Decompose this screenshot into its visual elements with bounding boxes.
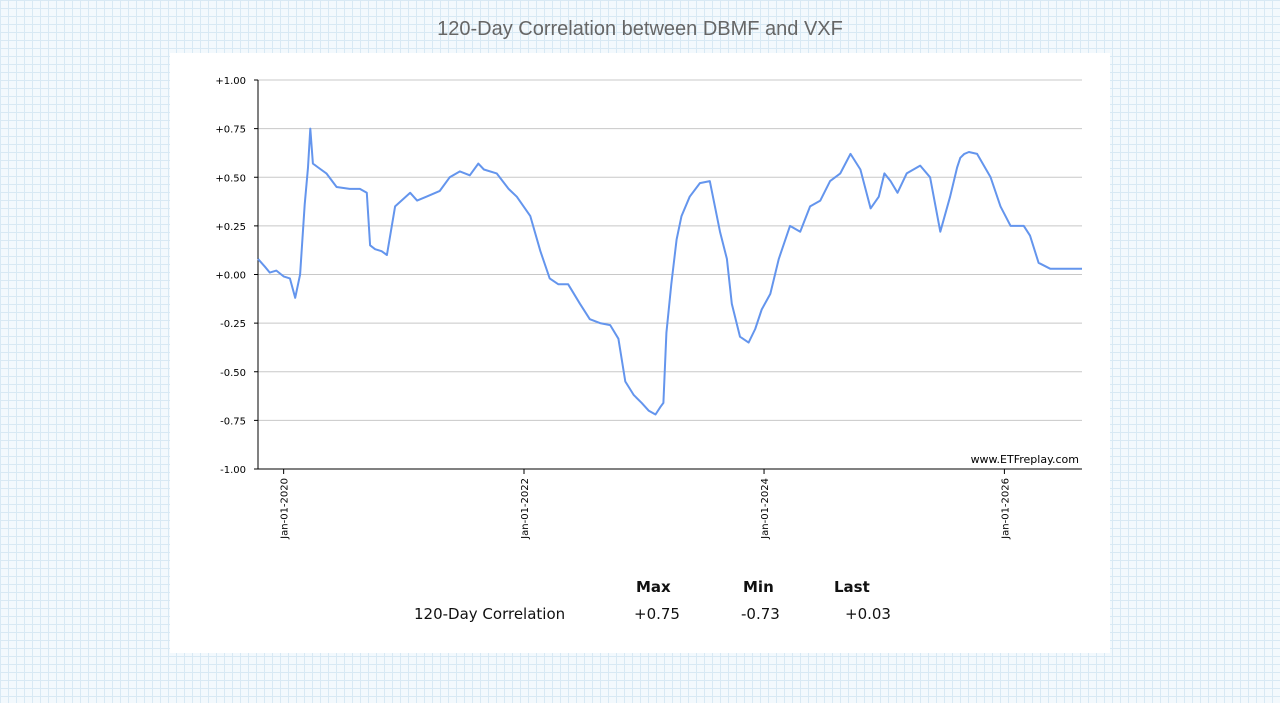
y-axis-ticks: +1.00 +0.75 +0.50 +0.25 +0.00 -0.25 -0.50 -0.75… bbox=[215, 76, 258, 476]
y-tick-label: -0.25 bbox=[220, 319, 246, 330]
grid-lines bbox=[258, 79, 1082, 421]
x-tick-label: Jan-01-2024 bbox=[760, 478, 771, 540]
y-tick-label: -0.50 bbox=[220, 368, 246, 379]
x-tick-label: Jan-01-2022 bbox=[520, 478, 531, 540]
x-tick-label: Jan-01-2020 bbox=[280, 478, 291, 540]
y-tick-label: -1.00 bbox=[220, 465, 246, 476]
credit-label: www.ETFreplay.com bbox=[971, 453, 1079, 466]
chart-title: 120-Day Correlation between DBMF and VXF bbox=[437, 18, 843, 40]
y-tick-label: -0.75 bbox=[220, 416, 246, 427]
y-tick-label: +1.00 bbox=[215, 76, 246, 87]
series-line-correlation bbox=[257, 127, 1082, 416]
y-tick-label: +0.25 bbox=[215, 222, 246, 233]
y-tick-label: +0.75 bbox=[215, 125, 246, 136]
x-tick-label: Jan-01-2026 bbox=[1000, 478, 1011, 540]
y-tick-label: +0.00 bbox=[215, 271, 246, 282]
chart-panel bbox=[170, 53, 1110, 653]
x-axis-ticks: Jan-01-2020 Jan-01-2022 Jan-01-2024 Jan-01-… bbox=[280, 469, 1011, 540]
y-tick-label: +0.50 bbox=[215, 173, 246, 184]
